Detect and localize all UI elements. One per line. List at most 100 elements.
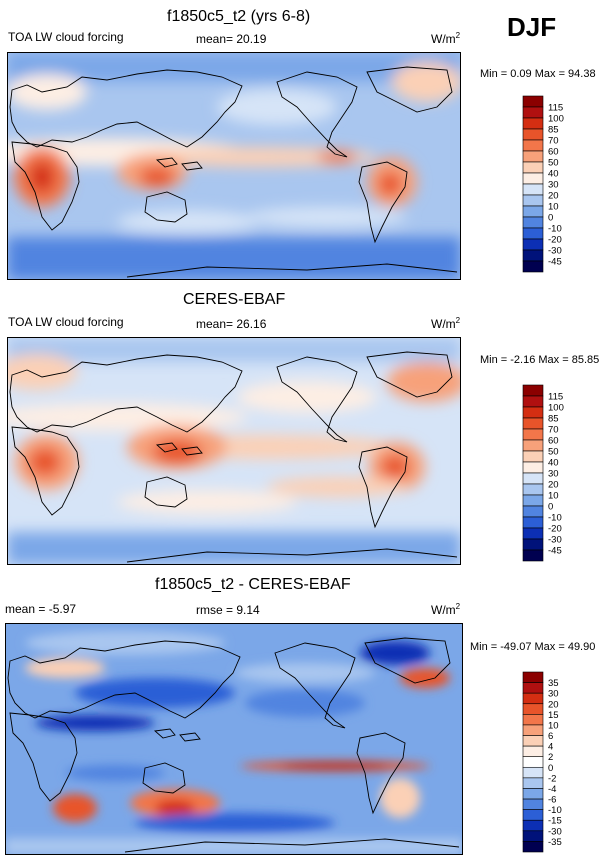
colorbar-tick-label: 0	[548, 763, 553, 774]
colorbar-tick-label: 50	[548, 447, 559, 458]
colorbar-swatch	[522, 395, 544, 408]
colorbar-swatch	[522, 95, 544, 108]
colorbar-tick-label: -10	[548, 805, 562, 816]
colorbar-tick-label: 15	[548, 710, 559, 721]
colorbar-swatch	[522, 139, 544, 152]
colorbar-tick-label: 2	[548, 752, 553, 763]
colorbar-swatch	[522, 128, 544, 141]
panel3-map	[5, 623, 463, 855]
colorbar-swatch	[522, 549, 544, 562]
panel1-units: W/m2	[431, 31, 461, 47]
colorbar-swatch	[522, 830, 544, 842]
colorbar-tick-label: 115	[548, 392, 563, 403]
colorbar-swatch	[522, 777, 544, 789]
panel1-title: f1850c5_t2 (yrs 6-8)	[167, 8, 311, 25]
colorbar-swatch	[522, 735, 544, 747]
colorbar-swatch	[522, 161, 544, 174]
colorbar-swatch	[522, 183, 544, 196]
colorbar-swatch	[522, 472, 544, 485]
panel2-mean-label: mean= 26.16	[196, 317, 267, 331]
colorbar-tick-label: 30	[548, 180, 559, 191]
colorbar-swatch	[522, 756, 544, 768]
colorbar-swatch	[522, 538, 544, 551]
colorbar-tick-label: -10	[548, 224, 562, 235]
colorbar-swatch	[522, 483, 544, 496]
colorbar-tick-label: -10	[548, 513, 562, 524]
panel2-title: CERES-EBAF	[183, 291, 286, 308]
colorbar-swatch	[522, 417, 544, 430]
colorbar-swatch	[522, 682, 544, 694]
colorbar-swatch	[522, 819, 544, 832]
panel1-map	[7, 52, 461, 280]
colorbar-swatch	[522, 745, 544, 758]
colorbar-tick-label: -6	[548, 795, 556, 806]
colorbar-tick-label: -2	[548, 773, 556, 784]
colorbar-swatch	[522, 227, 544, 240]
colorbar-tick-label: 100	[548, 114, 564, 125]
colorbar-tick-label: 70	[548, 425, 559, 436]
panel2-variable-label: TOA LW cloud forcing	[8, 315, 124, 329]
colorbar-swatch	[522, 150, 544, 163]
colorbar-swatch	[522, 439, 544, 452]
panel2-units: W/m2	[431, 316, 461, 332]
season-label: DJF	[507, 12, 557, 42]
colorbar-tick-label: 10	[548, 491, 559, 502]
colorbar-tick-label: -20	[548, 235, 562, 246]
colorbar-swatch	[522, 714, 544, 726]
colorbar-tick-label: -30	[548, 246, 562, 257]
colorbar-swatch	[522, 260, 544, 273]
colorbar-swatch	[522, 671, 544, 683]
panel3-rmse-label: rmse = 9.14	[196, 603, 260, 617]
colorbar-swatch	[522, 216, 544, 229]
colorbar-swatch	[522, 798, 544, 810]
colorbar-tick-label: 20	[548, 699, 559, 710]
panel3-units: W/m2	[431, 602, 461, 618]
colorbar-tick-label: 10	[548, 720, 559, 731]
panel2-minmax: Min = -2.16 Max = 85.85	[480, 354, 600, 366]
panel2-map	[7, 337, 461, 565]
colorbar-tick-label: 0	[548, 213, 553, 224]
colorbar-swatch	[522, 703, 544, 715]
colorbar-tick-label: 35	[548, 678, 559, 689]
colorbar-tick-label: 40	[548, 458, 559, 469]
colorbar-tick-label: 30	[548, 689, 559, 700]
panel3-mean-label: mean = -5.97	[5, 602, 77, 616]
colorbar-swatch	[522, 505, 544, 518]
colorbar-tick-label: 0	[548, 502, 553, 513]
colorbar-tick-label: 30	[548, 469, 559, 480]
colorbar-swatch	[522, 384, 544, 397]
colorbar-tick-label: 70	[548, 136, 559, 147]
colorbar-swatch	[522, 809, 544, 821]
colorbar-swatch	[522, 238, 544, 251]
colorbar-tick-label: 100	[548, 403, 564, 414]
colorbar-tick-label: 85	[548, 414, 559, 425]
colorbar-swatch	[522, 788, 544, 800]
colorbar-swatch	[522, 841, 544, 853]
colorbar-tick-label: 60	[548, 436, 559, 447]
colorbar-tick-label: 4	[548, 742, 553, 753]
colorbar-swatch	[522, 450, 544, 463]
colorbar-swatch	[522, 172, 544, 185]
colorbar-swatch	[522, 194, 544, 207]
colorbar-tick-label: 115	[548, 103, 563, 114]
colorbar-swatch	[522, 117, 544, 130]
colorbar-swatch	[522, 516, 544, 529]
panel1-minmax: Min = 0.09 Max = 94.38	[480, 68, 596, 80]
colorbar-tick-label: -35	[548, 837, 562, 848]
colorbar-tick-label: 85	[548, 125, 559, 136]
panel1-mean-label: mean= 20.19	[196, 32, 267, 46]
colorbar-tick-label: -45	[548, 257, 562, 268]
panel1-variable-label: TOA LW cloud forcing	[8, 30, 124, 44]
colorbar-tick-label: -30	[548, 826, 562, 837]
panel3-title: f1850c5_t2 - CERES-EBAF	[155, 576, 351, 593]
colorbar-tick-label: -15	[548, 816, 562, 827]
colorbar-tick-label: 20	[548, 191, 559, 202]
colorbar-tick-label: -45	[548, 546, 562, 557]
colorbar-tick-label: 6	[548, 731, 553, 742]
colorbar-tick-label: -30	[548, 535, 562, 546]
colorbar-tick-label: 40	[548, 169, 559, 180]
colorbar-swatch	[522, 205, 544, 218]
